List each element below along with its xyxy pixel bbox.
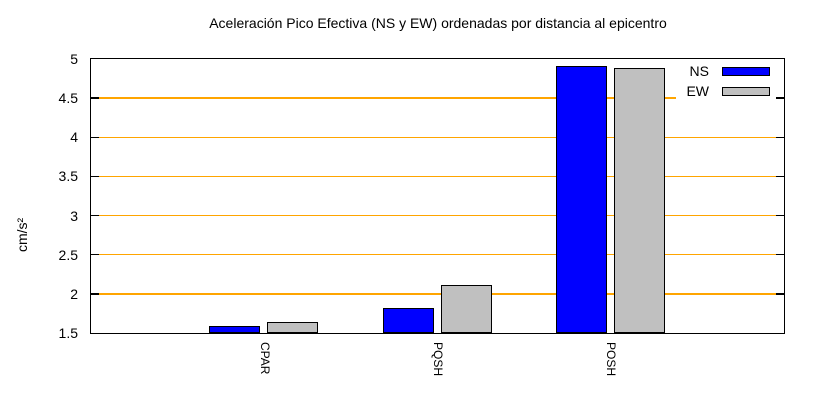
y-axis-label: cm/s²: [14, 217, 30, 252]
bar-ew-posh: [613, 67, 665, 333]
y-axis-tick: [91, 97, 99, 99]
x-tick-label: POSH: [604, 342, 619, 377]
gridline: [91, 175, 784, 178]
legend-item-ew: EW: [686, 83, 770, 99]
y-axis-tick: [776, 253, 784, 256]
y-axis-tick: [776, 214, 784, 217]
x-tick-label: CPAR: [257, 342, 272, 375]
bar-ns-pqsh: [382, 308, 434, 333]
gridline: [91, 136, 784, 139]
gridline: [91, 214, 784, 217]
y-axis-tick: [776, 293, 784, 295]
bar-ew-pqsh: [440, 284, 492, 333]
bar-ew-cpar: [267, 322, 319, 333]
y-tick-label: 3: [70, 207, 78, 224]
y-axis-tick: [91, 214, 99, 217]
gridline: [91, 253, 784, 256]
legend-label-ns: NS: [689, 63, 709, 79]
legend-swatch-ew: [722, 86, 770, 96]
gridline: [91, 293, 784, 295]
legend: NS EW: [676, 59, 776, 105]
y-axis-tick: [91, 136, 99, 139]
gridline: [91, 97, 784, 99]
y-tick-label: 2: [70, 285, 78, 302]
legend-label-ew: EW: [686, 83, 709, 99]
legend-swatch-ns: [722, 66, 770, 76]
y-axis-tick: [776, 175, 784, 178]
y-axis-tick: [91, 293, 99, 295]
y-tick-label: 5: [70, 51, 78, 67]
legend-item-ns: NS: [686, 63, 770, 79]
bar-ns-posh: [555, 66, 607, 333]
x-tick-label: PQSH: [431, 342, 445, 377]
y-tick-label: 1.5: [58, 325, 78, 341]
y-tick-label: 2.5: [58, 246, 78, 263]
plot-area: NS EW: [90, 58, 785, 334]
bar-ns-cpar: [209, 326, 261, 333]
y-tick-label: 4: [70, 129, 78, 146]
y-tick-label: 4.5: [58, 90, 78, 107]
chart-title: Aceleración Pico Efectiva (NS y EW) orde…: [209, 15, 667, 31]
y-axis-tick: [91, 253, 99, 256]
y-axis-tick: [776, 136, 784, 139]
y-tick-label: 3.5: [58, 168, 78, 185]
y-axis-tick: [91, 175, 99, 178]
y-axis-tick: [776, 97, 784, 99]
